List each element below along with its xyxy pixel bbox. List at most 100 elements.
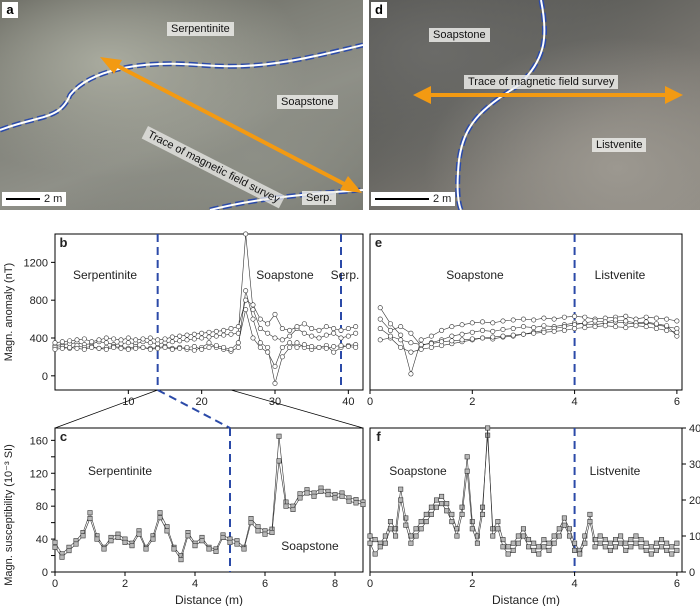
data-point	[505, 551, 511, 557]
data-point	[118, 345, 124, 351]
data-point	[125, 346, 131, 352]
y-tick-label: 1200	[24, 257, 48, 269]
rock-label-listvenite: Listvenite	[592, 138, 647, 152]
data-point	[250, 335, 256, 341]
x-tick-label: 4	[192, 578, 198, 590]
data-point	[653, 540, 659, 546]
data-point	[526, 537, 532, 543]
data-point	[103, 340, 109, 346]
data-point	[250, 302, 256, 308]
data-point	[664, 316, 670, 322]
data-point	[659, 544, 665, 550]
rock-label-serp: Serp.	[302, 191, 337, 205]
data-point	[403, 522, 409, 528]
data-point	[469, 336, 475, 342]
data-point	[423, 511, 429, 517]
data-point	[515, 533, 521, 539]
series-0	[377, 305, 680, 377]
data-point	[318, 488, 324, 494]
data-point	[408, 340, 414, 346]
y-tick-label: 0	[42, 567, 48, 579]
data-point	[345, 344, 351, 350]
data-point	[178, 557, 184, 563]
data-point	[464, 468, 470, 474]
data-point	[74, 337, 80, 343]
data-point	[262, 531, 268, 537]
data-point	[255, 524, 261, 530]
x-axis-label: Distance (m)	[175, 593, 243, 606]
data-point	[592, 544, 598, 550]
data-point	[531, 317, 537, 323]
data-point	[136, 531, 142, 537]
y-tick-label: 20	[689, 495, 700, 507]
data-point	[304, 490, 310, 496]
photo-panel-a: a Serpentinite Soapstone Serp. Trace of …	[0, 0, 363, 210]
data-point	[449, 511, 455, 517]
data-point	[428, 333, 434, 339]
data-point	[439, 327, 445, 333]
data-point	[674, 540, 680, 546]
data-point	[597, 540, 603, 546]
data-point	[480, 504, 486, 510]
data-point	[582, 314, 588, 320]
data-point	[387, 327, 393, 333]
data-point	[495, 519, 501, 525]
data-point	[449, 324, 455, 330]
data-point	[480, 319, 486, 325]
data-point	[418, 346, 424, 352]
scale-bar-line	[6, 198, 40, 200]
data-point	[133, 345, 139, 351]
data-point	[269, 530, 275, 536]
data-point	[331, 330, 337, 336]
data-point	[346, 498, 352, 504]
data-point	[602, 323, 608, 329]
data-point	[541, 544, 547, 550]
data-point	[664, 323, 670, 329]
data-point	[171, 546, 177, 552]
data-point	[408, 330, 414, 336]
data-point	[561, 522, 567, 528]
data-point	[221, 327, 227, 333]
data-point	[311, 493, 317, 499]
data-point	[546, 547, 552, 553]
data-point	[566, 526, 572, 532]
rock-label-soapstone: Soapstone	[429, 28, 490, 42]
data-point	[52, 539, 58, 545]
data-point	[316, 327, 322, 333]
data-point	[353, 500, 359, 506]
data-point	[643, 540, 649, 546]
data-point	[294, 324, 300, 330]
data-point	[454, 526, 460, 532]
data-point	[122, 539, 128, 545]
series-2	[52, 297, 359, 346]
x-tick-label: 0	[367, 578, 373, 590]
data-point	[566, 533, 572, 539]
data-point	[265, 321, 271, 327]
data-point	[613, 544, 619, 550]
series-1	[367, 425, 680, 557]
data-point	[235, 324, 241, 330]
data-point	[96, 337, 102, 343]
series-3	[52, 307, 359, 369]
x-tick-label: 8	[332, 578, 338, 590]
data-point	[439, 501, 445, 507]
series-2	[377, 317, 680, 355]
x-tick-label: 4	[572, 396, 578, 408]
data-point	[353, 344, 359, 350]
data-point	[653, 321, 659, 327]
data-point	[377, 316, 383, 322]
data-point	[255, 528, 261, 534]
data-point	[199, 330, 205, 336]
data-point	[577, 551, 583, 557]
lithology-boundary-line	[456, 0, 546, 210]
data-point	[301, 330, 307, 336]
data-point	[206, 334, 212, 340]
data-point	[191, 336, 197, 342]
data-point	[531, 325, 537, 331]
data-point	[257, 326, 263, 332]
data-point	[500, 333, 506, 339]
data-point	[449, 338, 455, 344]
data-point	[664, 540, 670, 546]
data-point	[485, 425, 491, 431]
data-point	[206, 546, 212, 552]
